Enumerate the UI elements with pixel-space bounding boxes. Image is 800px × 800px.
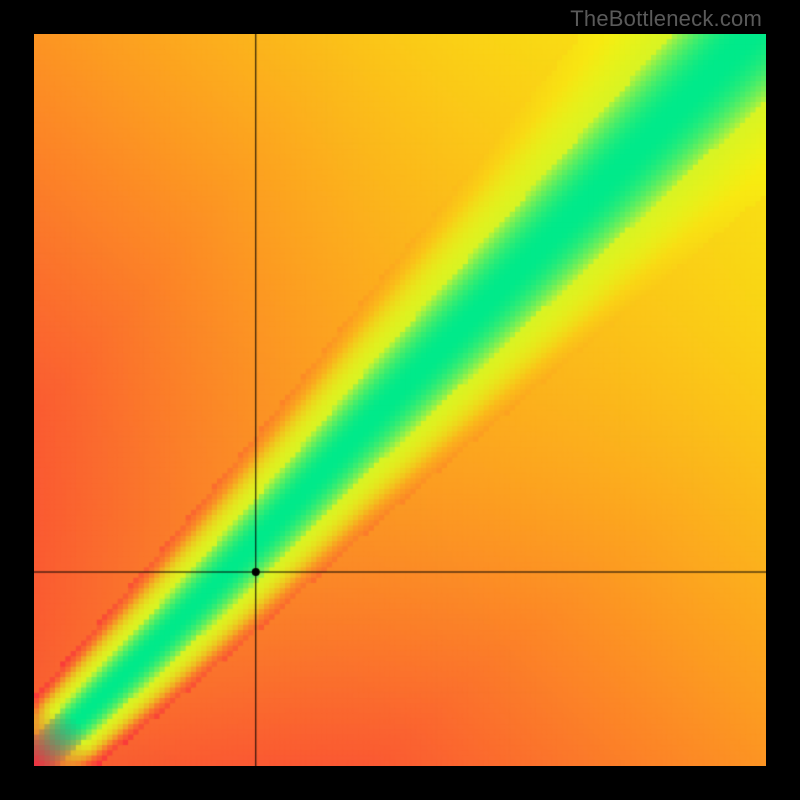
bottleneck-heatmap: [34, 34, 766, 766]
watermark-text: TheBottleneck.com: [570, 6, 762, 32]
chart-container: TheBottleneck.com: [0, 0, 800, 800]
